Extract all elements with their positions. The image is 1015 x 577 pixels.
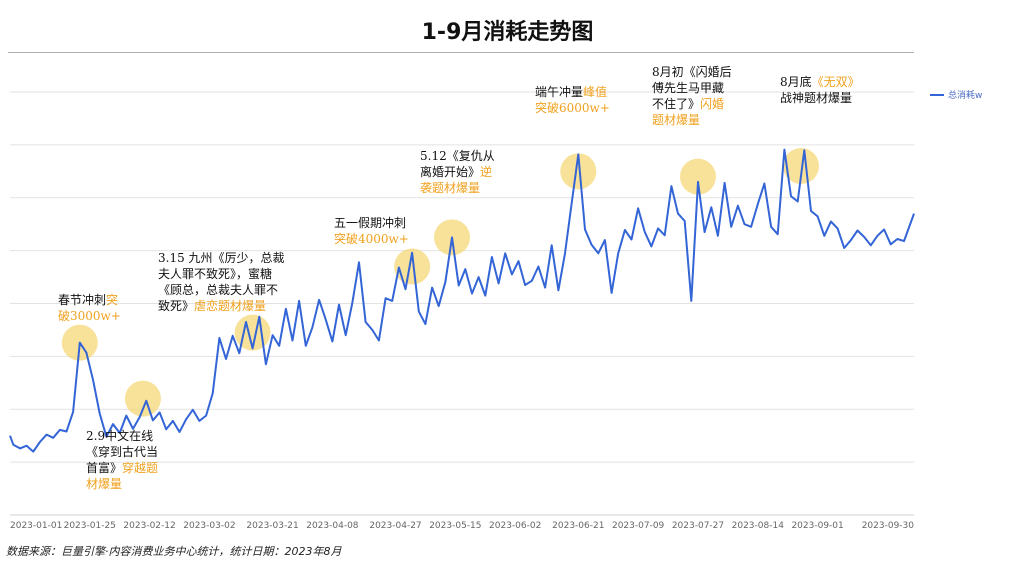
annotation-may12: 5.12《复仇从 离婚开始》逆 袭题材爆量 (420, 149, 495, 195)
source-note: 数据来源：巨量引擎·内容消费业务中心统计，统计日期：2023年8月 (6, 545, 342, 558)
x-tick-label: 2023-04-27 (369, 521, 421, 531)
x-tick-labels: 2023-01-01 2023-01-25 2023-02-12 2023-03-02… (10, 521, 914, 531)
annotation-dragon-boat: 端午冲量峰值 突破6000w+ (535, 85, 610, 115)
highlight-marker (234, 314, 271, 351)
x-tick-label: 2023-06-02 (489, 521, 541, 531)
gridlines (10, 91, 914, 516)
annotation-feb9: 2.9中文在线 《穿到古代当 首富》穿越题 材爆量 (86, 429, 159, 491)
x-tick-label: 2023-07-27 (672, 521, 724, 531)
x-tick-label: 2023-08-14 (732, 521, 785, 531)
x-tick-label: 2023-09-01 (791, 521, 843, 531)
x-tick-label: 2023-09-30 (862, 521, 915, 531)
annotation-aug-end: 8月底《无双》 战神题材爆量 (780, 75, 860, 105)
x-tick-label: 2023-03-02 (183, 521, 235, 531)
annotation-mayday: 五一假期冲刺 突破4000w+ (334, 216, 409, 246)
title-divider (8, 52, 914, 53)
highlight-marker (679, 158, 716, 195)
series-lines (9, 148, 915, 453)
x-tick-label: 2023-05-15 (429, 521, 481, 531)
legend-label: 总消耗w (948, 91, 983, 101)
annotation-mar15: 3.15 九州《厉少，总裁 夫人罪不致死》，蜜糖 《顾总，总裁夫人罪不 致死》虐… (158, 251, 285, 313)
x-tick-label: 2023-01-01 (10, 521, 62, 531)
annotation-aug-early: 8月初《闪婚后 傅先生马甲藏 不住了》闪婚 题材爆量 (652, 65, 732, 127)
highlight-marker (783, 148, 819, 185)
annotation-spring-festival: 春节冲刺突 破3000w+ (58, 293, 121, 323)
x-tick-label: 2023-03-21 (246, 521, 298, 531)
legend: 总消耗w (930, 88, 982, 101)
x-tick-label: 2023-06-21 (552, 521, 604, 531)
x-tick-label: 2023-04-08 (306, 521, 359, 531)
x-tick-label: 2023-07-09 (612, 521, 665, 531)
highlight-marker (124, 380, 161, 417)
x-tick-label: 2023-01-25 (64, 521, 116, 531)
series-line (9, 148, 915, 453)
chart-title: 1-9月消耗走势图 (421, 20, 594, 45)
highlight-marker (560, 153, 597, 190)
legend-swatch (930, 93, 944, 96)
x-tick-label: 2023-02-12 (123, 521, 175, 531)
highlight-marker (394, 248, 431, 285)
